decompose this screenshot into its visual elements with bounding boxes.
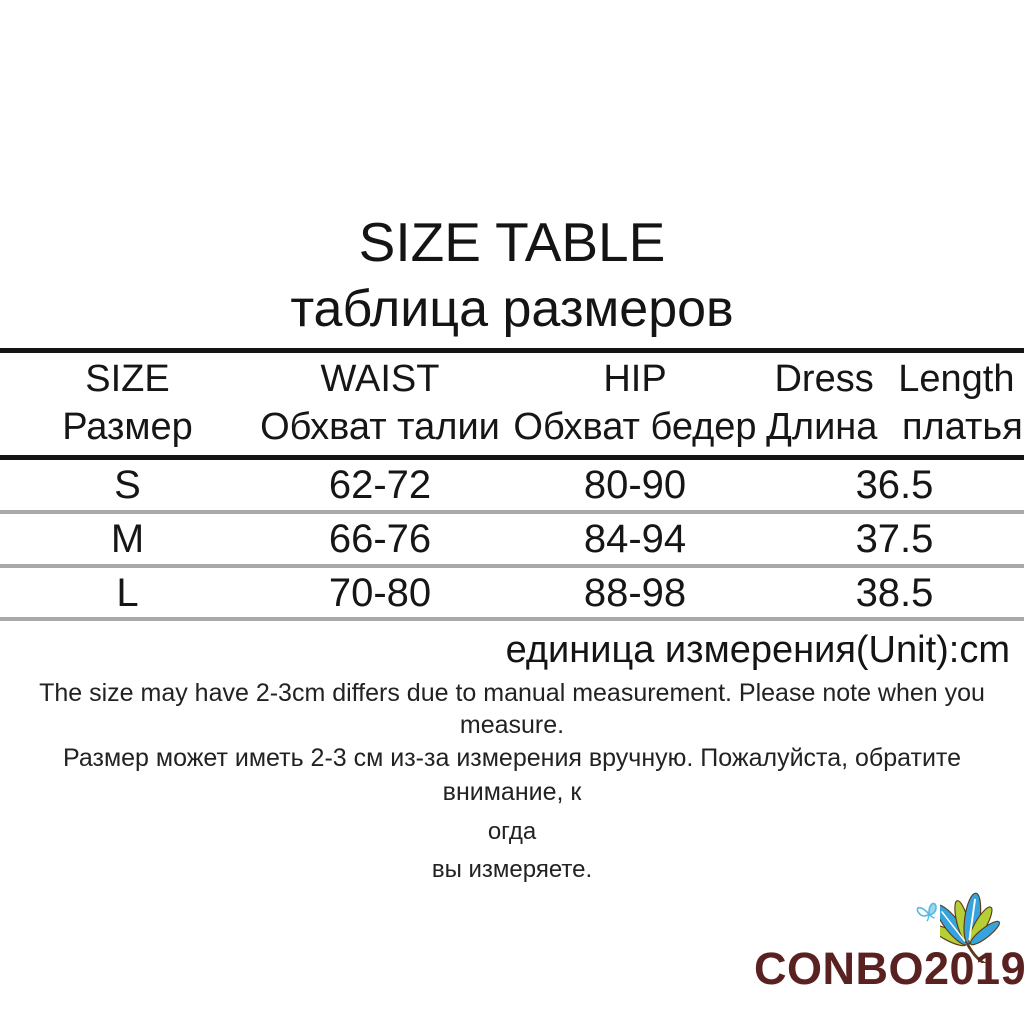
header-cell-dress-length: Dress Length Длина платья bbox=[765, 355, 1024, 451]
table-rule-top bbox=[0, 348, 1024, 353]
hip-cell: 84-94 bbox=[583, 517, 687, 561]
row-separator bbox=[0, 617, 1024, 621]
page-title: SIZE TABLE bbox=[358, 211, 666, 273]
size-cell: M bbox=[110, 517, 145, 561]
maple-leaf-icon bbox=[940, 892, 1001, 963]
table-row-s: S 62-72 80-90 36.5 bbox=[0, 460, 1024, 510]
table-row-m: M 66-76 84-94 37.5 bbox=[0, 514, 1024, 564]
header-label-hip-en: HIP bbox=[603, 358, 667, 400]
header-label-waist-ru: Обхват талии bbox=[260, 406, 500, 448]
disclaimer-en: The size may have 2-3cm differs due to m… bbox=[39, 679, 985, 739]
table-header-row: SIZE Размер WAIST Обхват талии HIP Обхва… bbox=[0, 353, 1024, 455]
row-separator bbox=[0, 564, 1024, 568]
watermark-text: CONBO2019 bbox=[754, 943, 1024, 994]
waist-cell: 70-80 bbox=[328, 571, 432, 615]
butterfly-icon bbox=[916, 902, 937, 922]
disclaimer-ru-line2: огда bbox=[487, 818, 537, 845]
unit-note: единица измерения(Unit):cm bbox=[505, 629, 1010, 671]
waist-cell: 66-76 bbox=[328, 517, 432, 561]
header-label-hip-ru: Обхват бедер bbox=[513, 406, 757, 448]
header-label-size-ru: Размер bbox=[62, 406, 193, 448]
size-table: SIZE Размер WAIST Обхват талии HIP Обхва… bbox=[0, 348, 1024, 885]
header-label-dress-length-ru: Длина платья bbox=[766, 406, 1023, 448]
size-cell: S bbox=[114, 463, 141, 507]
waist-cell: 62-72 bbox=[328, 463, 432, 507]
disclaimer: The size may have 2-3cm differs due to m… bbox=[0, 677, 1024, 885]
disclaimer-ru-line3: вы измеряете. bbox=[431, 856, 593, 883]
disclaimer-ru-line1: Размер может иметь 2-3 см из-за измерени… bbox=[63, 744, 961, 806]
header-label-waist-en: WAIST bbox=[320, 358, 440, 400]
hip-cell: 88-98 bbox=[583, 571, 687, 615]
hip-cell: 80-90 bbox=[583, 463, 687, 507]
header-cell-hip: HIP Обхват бедер bbox=[505, 355, 765, 451]
dress-length-cell: 38.5 bbox=[855, 571, 934, 615]
dress-length-cell: 36.5 bbox=[855, 463, 934, 507]
table-row-l: L 70-80 88-98 38.5 bbox=[0, 568, 1024, 617]
header-cell-waist: WAIST Обхват талии bbox=[255, 355, 505, 451]
size-cell: L bbox=[116, 571, 139, 615]
dress-length-cell: 37.5 bbox=[855, 517, 934, 561]
watermark: CONBO2019 bbox=[754, 892, 1024, 1003]
table-rule-header-bottom bbox=[0, 455, 1024, 460]
row-separator bbox=[0, 510, 1024, 514]
header-label-size-en: SIZE bbox=[85, 358, 170, 400]
header-cell-size: SIZE Размер bbox=[0, 355, 255, 451]
header-label-dress-length-en: Dress Length bbox=[774, 358, 1015, 400]
page-subtitle: таблица размеров bbox=[290, 280, 734, 338]
